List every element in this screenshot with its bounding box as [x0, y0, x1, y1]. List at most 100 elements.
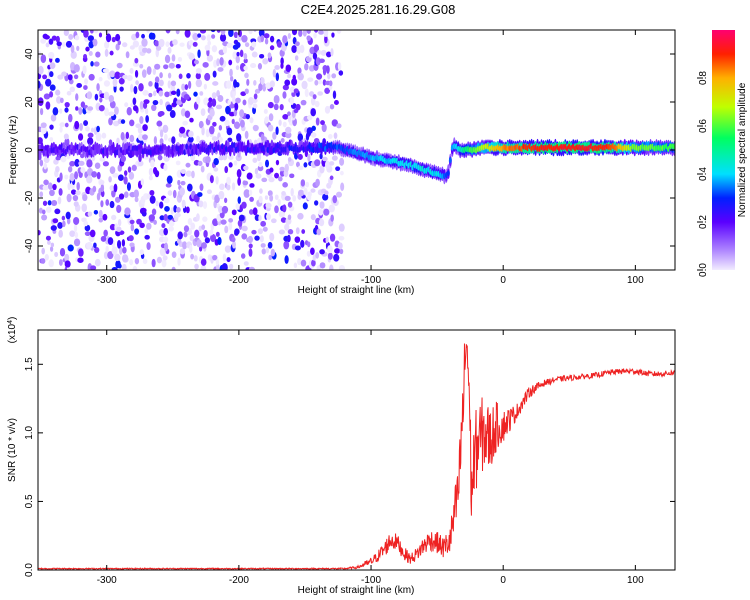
- spectrogram-cell: [153, 136, 158, 145]
- spectrogram-cell: [88, 40, 94, 49]
- spectrogram-cell: [109, 70, 116, 78]
- spectrogram-cell: [67, 74, 73, 81]
- spectrogram-cell: [285, 131, 292, 139]
- spectrogram-cell: [293, 88, 299, 94]
- spectrogram-cell: [196, 213, 200, 222]
- spectrogram-cell: [45, 78, 52, 87]
- spectrogram-cell: [267, 124, 274, 132]
- spectrogram-cell: [39, 107, 44, 116]
- spectrogram-cell: [74, 120, 80, 130]
- spectrogram-cell: [183, 231, 188, 238]
- spectrogram-cell: [86, 159, 93, 168]
- spectrogram-cell: [307, 115, 313, 121]
- spectrogram-cell: [163, 227, 168, 236]
- spectrogram-cell: [243, 189, 250, 198]
- spectrogram-cell: [252, 157, 258, 163]
- spectrogram-cell: [297, 153, 303, 160]
- spectrogram-cell: [262, 58, 269, 65]
- spectrogram-cell: [193, 255, 198, 262]
- snr-series-line: [38, 343, 675, 570]
- spectrogram-cell: [241, 225, 248, 232]
- spectrogram-cell: [316, 228, 322, 236]
- spectrogram-cell: [225, 105, 231, 115]
- y-tick-label: 40: [24, 48, 35, 60]
- spectrogram-cell: [43, 162, 48, 170]
- spectrogram-cell: [148, 214, 155, 222]
- spectrogram-cell: [321, 123, 327, 133]
- spectrogram-cell: [90, 127, 95, 133]
- spectrogram-cell: [294, 245, 301, 251]
- spectrogram-cell: [42, 184, 49, 191]
- spectrogram-cell: [313, 30, 319, 33]
- spectrogram-cell: [177, 231, 183, 240]
- spectrogram-cell: [109, 50, 114, 56]
- spectrogram-cell: [306, 127, 313, 136]
- spectrogram-cell: [153, 219, 157, 225]
- spectrogram-cell: [282, 121, 287, 128]
- spectrogram-cell: [117, 218, 122, 227]
- spectrogram-cell: [132, 40, 140, 48]
- spectrogram-cell: [98, 32, 103, 38]
- spectrogram-cell: [282, 35, 288, 44]
- spectrogram-cell: [235, 81, 240, 88]
- spectrogram-cell: [122, 74, 129, 80]
- spectrogram-cell: [152, 90, 157, 97]
- spectrogram-cell: [167, 145, 171, 152]
- spectrogram-cell: [325, 236, 329, 244]
- spectrogram-cell: [87, 132, 94, 138]
- spectrogram-cell: [73, 217, 80, 225]
- spectrogram-cell: [128, 171, 135, 180]
- spectrogram-cell: [315, 117, 320, 126]
- spectrogram-cell: [176, 99, 183, 106]
- spectrogram-cell: [87, 106, 94, 111]
- spectrogram-cell: [82, 65, 87, 75]
- spectrogram-cell: [200, 30, 207, 34]
- spectrogram-cell: [297, 212, 304, 220]
- spectrogram-cell: [103, 251, 109, 260]
- spectrogram-cell: [176, 88, 181, 97]
- spectrogram-cell: [51, 200, 58, 207]
- spectrogram-cell: [216, 214, 221, 222]
- spectrogram-cell: [226, 257, 231, 263]
- spectrogram-cell: [43, 179, 49, 186]
- spectrogram-cell: [203, 229, 208, 238]
- spectrogram-cell: [279, 169, 285, 177]
- spectrogram-cell: [274, 194, 279, 201]
- spectrogram-cell: [255, 173, 262, 179]
- spectrogram-cell: [108, 111, 115, 117]
- spectrogram-cell: [206, 54, 214, 62]
- spectrogram-cell: [41, 209, 46, 215]
- spectrogram-cell: [169, 110, 176, 118]
- spectrogram-cell: [244, 42, 250, 48]
- spectrogram-cell: [206, 189, 213, 195]
- spectrogram-cell: [159, 201, 164, 209]
- spectrogram-cell: [142, 47, 148, 53]
- spectrogram-cell: [226, 184, 231, 191]
- spectrogram-cell: [141, 69, 147, 78]
- spectrogram-cell: [243, 65, 248, 71]
- spectrogram-cell: [75, 106, 79, 111]
- spectrogram-cell: [90, 265, 97, 270]
- spectrogram-cell: [319, 249, 325, 255]
- spectrogram-cell: [141, 38, 148, 47]
- spectrogram-cell: [232, 240, 236, 249]
- snr-x-ticks: -300 -200 -100 0 100: [97, 330, 644, 586]
- spectrogram-cell: [278, 210, 286, 218]
- spectrogram-cell: [206, 34, 211, 42]
- spectrogram-cell: [287, 33, 291, 40]
- spectrogram-cell: [151, 208, 157, 216]
- spectrogram-cell: [322, 156, 328, 162]
- spectrogram-cell: [76, 182, 80, 191]
- spectrogram-cell: [315, 57, 321, 66]
- spectrogram-cell: [65, 211, 71, 220]
- spectrogram-cell: [306, 30, 311, 34]
- spectrogram-cell: [287, 157, 292, 162]
- snr-scale-close: ): [7, 317, 18, 320]
- spectrogram-cell: [311, 125, 316, 132]
- spectrogram-cell: [268, 254, 273, 261]
- spectrogram-cell: [40, 122, 47, 129]
- spectrogram-cell: [38, 65, 44, 75]
- spectrogram-cell: [281, 191, 286, 196]
- spectrogram-cell: [304, 88, 309, 98]
- spectrogram-cell: [224, 225, 229, 234]
